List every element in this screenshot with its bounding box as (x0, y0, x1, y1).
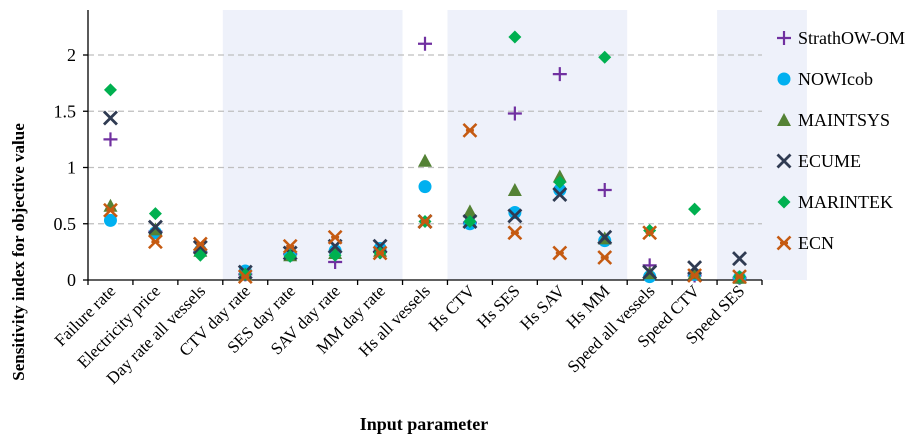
y-tick-label: 1 (67, 158, 76, 178)
gridlines (88, 54, 762, 225)
point-ecn-9 (507, 225, 523, 241)
point-ecn-7 (417, 214, 433, 229)
point-marintek-5 (328, 248, 342, 262)
point-ecume-10 (552, 187, 568, 202)
data-points (102, 30, 748, 285)
shaded-band-1 (447, 10, 628, 280)
point-ecn-5 (327, 229, 343, 245)
point-nowicob-9 (508, 206, 522, 219)
shaded-bands (222, 10, 807, 280)
axes (83, 10, 763, 285)
point-strathow-om-10 (552, 67, 567, 82)
point-strathow-om-11 (597, 183, 612, 197)
point-ecn-13 (687, 268, 703, 283)
point-marintek-2 (193, 248, 207, 262)
point-ecn-3 (237, 269, 253, 285)
legend-label: MAINTSYS (798, 110, 890, 130)
point-marintek-9 (508, 30, 522, 44)
point-ecn-11 (597, 250, 613, 265)
point-ecn-0 (103, 202, 118, 218)
point-nowicob-10 (553, 183, 567, 197)
point-strathow-om-7 (418, 36, 432, 51)
legend-marker-3 (776, 153, 792, 169)
legend-marker-4 (777, 195, 791, 209)
legend: StrathOW-OM NOWIcob MAINTSYS ECUME MARINTEK E… (776, 28, 905, 253)
x-tick-label: Hs SES (473, 281, 524, 332)
legend-marker-5 (776, 235, 792, 251)
legend-label: ECN (798, 233, 834, 253)
point-marintek-10 (553, 175, 567, 189)
point-marintek-13 (688, 202, 702, 216)
y-tick-label: 2 (67, 45, 76, 65)
point-ecn-6 (372, 245, 388, 261)
point-nowicob-7 (418, 180, 432, 194)
legend-label: MARINTEK (798, 192, 893, 212)
legend-label: StrathOW-OM (798, 28, 905, 48)
point-strathow-om-9 (507, 106, 522, 121)
point-ecn-4 (282, 238, 298, 254)
point-maintsys-7 (418, 153, 432, 167)
shaded-band-2 (717, 10, 807, 280)
legend-marker-0 (777, 31, 791, 45)
point-ecume-12 (642, 264, 658, 280)
point-nowicob-0 (103, 213, 117, 227)
point-maintsys-9 (507, 183, 522, 196)
point-ecume-2 (192, 239, 208, 255)
y-tick-labels: 0 0.5 1 1.5 2 (54, 45, 77, 290)
point-ecn-10 (552, 245, 568, 261)
point-marintek-1 (148, 207, 162, 221)
point-marintek-8 (463, 215, 477, 228)
point-strathow-om-0 (103, 132, 118, 147)
point-marintek-4 (283, 249, 297, 263)
point-marintek-12 (643, 224, 657, 237)
shaded-band-0 (222, 10, 403, 280)
y-tick-label: 0.5 (54, 214, 77, 234)
point-maintsys-8 (462, 204, 477, 218)
point-ecn-1 (147, 234, 163, 250)
y-axis-title: Sensitivity index for objective value (9, 123, 28, 381)
y-tick-label: 1.5 (54, 101, 77, 121)
point-ecn-14 (732, 269, 747, 285)
point-ecume-11 (597, 229, 613, 245)
point-ecn-8 (462, 122, 478, 138)
x-tick-label: Hs CTV (425, 281, 479, 335)
point-ecume-1 (147, 219, 163, 235)
point-ecume-9 (507, 208, 523, 224)
legend-marker-2 (777, 113, 791, 126)
y-tick-label: 0 (67, 270, 76, 290)
point-ecume-0 (102, 110, 118, 126)
point-ecn-2 (192, 236, 208, 252)
x-axis-title: Input parameter (360, 414, 489, 434)
point-marintek-0 (103, 83, 117, 97)
legend-label: NOWIcob (798, 69, 873, 89)
legend-label: ECUME (798, 151, 861, 171)
point-marintek-11 (598, 50, 612, 64)
point-ecn-12 (642, 225, 658, 241)
legend-marker-1 (777, 72, 791, 86)
x-tick-label: Hs SAV (516, 281, 569, 334)
point-ecume-6 (372, 238, 388, 254)
point-ecume-14 (732, 251, 748, 267)
